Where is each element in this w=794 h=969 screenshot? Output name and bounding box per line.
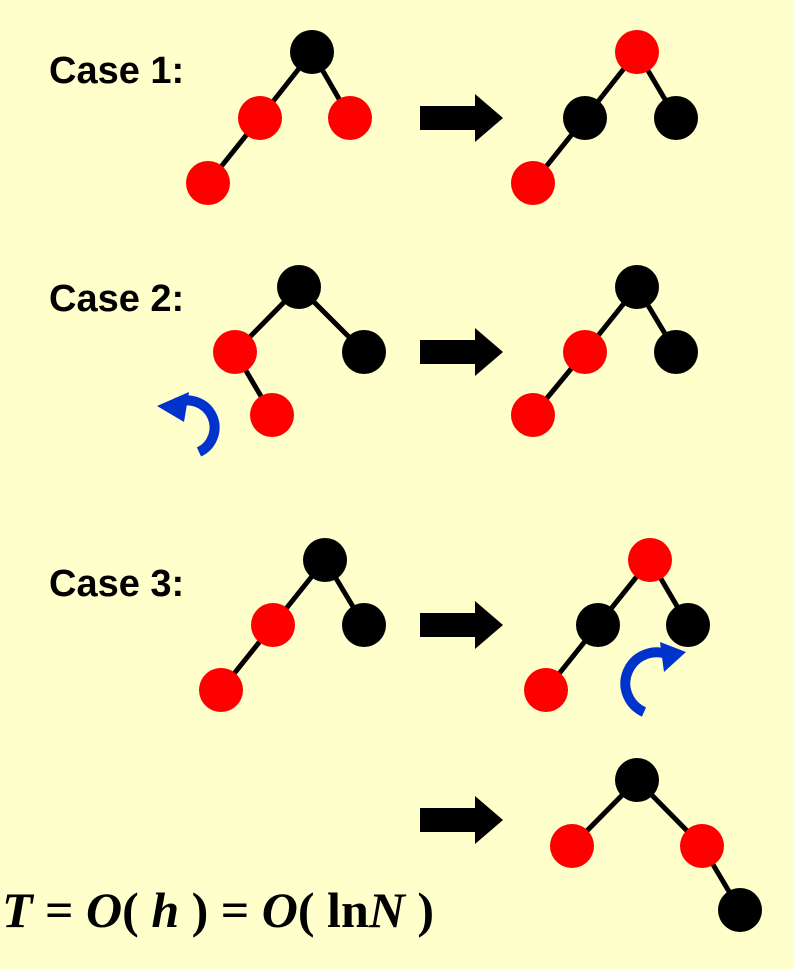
case-2-after-tree — [511, 265, 698, 437]
case-1-after-tree — [511, 30, 698, 205]
red-tree-node — [511, 161, 555, 205]
formula-paren-open-1: ( — [122, 882, 152, 938]
red-tree-node — [680, 824, 724, 868]
black-tree-node — [277, 265, 321, 309]
red-tree-node — [238, 96, 282, 140]
formula-eq-2: = — [208, 882, 262, 938]
black-tree-node — [342, 330, 386, 374]
case-3-label: Case 3: — [49, 563, 185, 605]
right-arrow-icon — [420, 601, 503, 649]
formula-h: h — [151, 882, 180, 938]
red-tree-node — [251, 603, 295, 647]
red-tree-node — [550, 824, 594, 868]
case-2-before-tree — [213, 265, 386, 437]
case-2-label: Case 2: — [49, 278, 185, 320]
black-tree-node — [654, 330, 698, 374]
black-tree-node — [563, 96, 607, 140]
rotate-ccw-icon — [157, 392, 220, 457]
red-tree-node — [199, 668, 243, 712]
black-tree-node — [615, 265, 659, 309]
red-tree-node — [328, 96, 372, 140]
black-tree-node — [290, 30, 334, 74]
red-tree-node — [524, 668, 568, 712]
formula-O-2: O — [261, 882, 298, 938]
right-arrow-icon — [420, 94, 503, 142]
red-tree-node — [213, 330, 257, 374]
black-tree-node — [303, 538, 347, 582]
red-tree-node — [628, 538, 672, 582]
red-tree-node — [186, 161, 230, 205]
right-arrow-icon — [420, 796, 503, 844]
formula-eq-1: = — [32, 882, 87, 938]
formula-T: T — [2, 882, 33, 938]
black-tree-node — [615, 758, 659, 802]
red-tree-node — [250, 393, 294, 437]
case-1-before-tree — [186, 30, 372, 205]
red-tree-node — [615, 30, 659, 74]
right-arrow-icon — [420, 328, 503, 376]
black-tree-node — [342, 603, 386, 647]
formula-ln: ln — [327, 882, 369, 938]
red-tree-node — [511, 393, 555, 437]
black-tree-node — [718, 888, 762, 932]
red-tree-node — [563, 330, 607, 374]
black-tree-node — [666, 603, 710, 647]
formula-paren-close-2: ) — [404, 882, 435, 938]
black-tree-node — [576, 603, 620, 647]
case-3-after-tree — [524, 538, 710, 712]
case-1-label: Case 1: — [49, 50, 185, 92]
case-3-final-tree — [550, 758, 762, 932]
formula-O-1: O — [86, 882, 123, 938]
black-tree-node — [654, 96, 698, 140]
formula-N: N — [368, 882, 405, 938]
formula-paren-close-1: ) — [179, 882, 209, 938]
case-3-before-tree — [199, 538, 386, 712]
formula-paren-open-2: ( — [297, 882, 328, 938]
rotate-cw-icon — [620, 642, 686, 717]
complexity-formula: T = O( h ) = O( lnN ) — [2, 885, 434, 935]
